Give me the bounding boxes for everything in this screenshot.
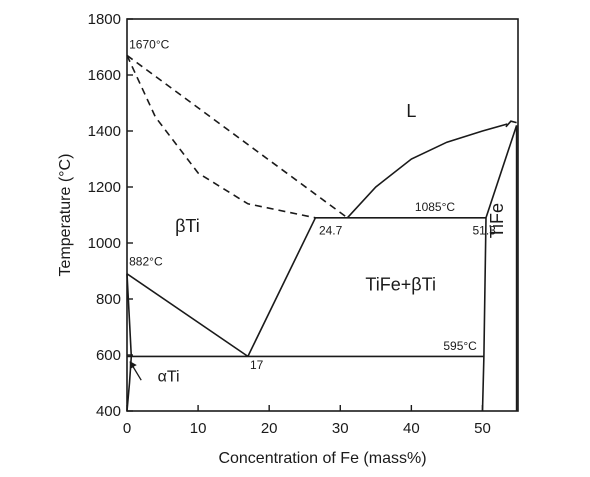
x-axis-title: Concentration of Fe (mass%): [218, 450, 426, 467]
region-label-alpha-ti: αTi: [158, 369, 180, 386]
phase-boundary-11: [126, 273, 133, 412]
x-tick-label: 40: [403, 420, 420, 437]
annotation-label: 882°C: [129, 254, 163, 268]
phase-boundary-6: [126, 273, 249, 358]
x-tick-label: 0: [123, 420, 131, 437]
y-axis-title: Temperature (°C): [57, 154, 74, 277]
y-tick-label: 1200: [88, 179, 121, 196]
dashed-boundary-1: [126, 55, 316, 219]
y-tick-label: 400: [96, 403, 121, 420]
region-label: βTi: [175, 216, 200, 236]
x-tick-label: 50: [474, 420, 491, 437]
plot-frame: [126, 18, 519, 412]
phase-boundary-8: [485, 125, 518, 219]
region-label: TiFe+βTi: [365, 275, 436, 295]
annotation-label: 1670°C: [129, 37, 169, 51]
annotation-label: 1085°C: [415, 200, 455, 214]
y-tick-label: 800: [96, 291, 121, 308]
phase-boundary-5: [247, 217, 317, 357]
annotation-label: 51.3: [473, 224, 497, 238]
phase-boundary-9: [481, 217, 487, 412]
annotation-label: 24.7: [319, 224, 343, 238]
x-tick-label: 20: [261, 420, 278, 437]
y-tick-label: 1600: [88, 67, 121, 84]
y-tick-label: 600: [96, 347, 121, 364]
x-tick-label: 10: [190, 420, 207, 437]
phase-boundary-3: [505, 120, 517, 128]
x-tick-label: 30: [332, 420, 349, 437]
y-tick-label: 1800: [88, 11, 121, 28]
dashed-boundary-0: [126, 54, 348, 219]
y-tick-label: 1400: [88, 123, 121, 140]
region-label: L: [406, 101, 416, 121]
annotation-label: 17: [250, 358, 264, 372]
y-tick-label: 1000: [88, 235, 121, 252]
phase-boundary-2: [346, 123, 508, 219]
annotation-label: 595°C: [443, 339, 477, 353]
alpha-ti-arrow: [129, 361, 142, 381]
plot-area: 0 10 20 30 40 50 400 600 800 1000 1200 1400 1600 1800…: [57, 11, 519, 467]
region-label: TiFe: [487, 203, 507, 238]
